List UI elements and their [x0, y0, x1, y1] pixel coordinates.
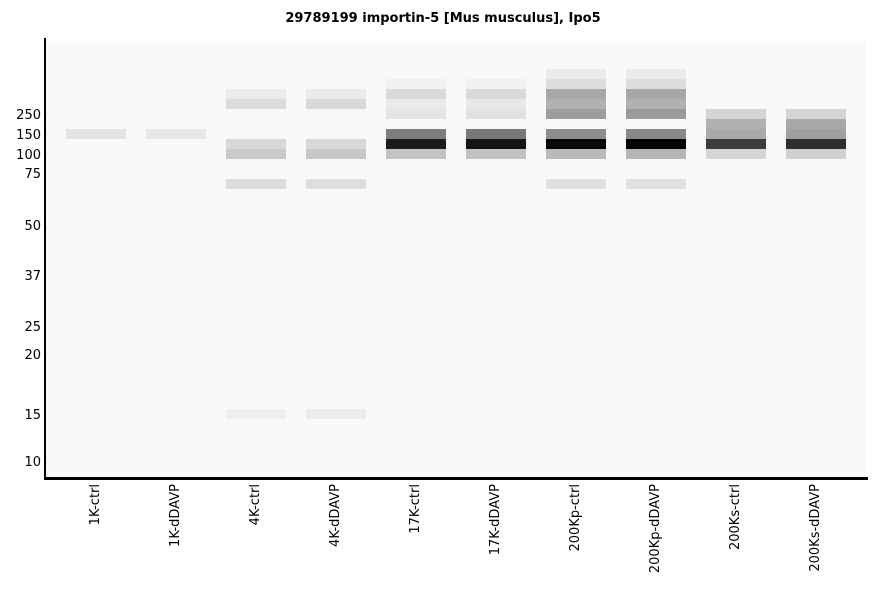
lane-label: 17K-dDAVP	[488, 484, 503, 556]
y-axis-tick-label: 20	[24, 348, 41, 363]
gel-band	[626, 149, 686, 159]
gel-band	[626, 179, 686, 189]
gel-band	[706, 129, 766, 139]
gel-band	[466, 99, 526, 109]
gel-band	[546, 79, 606, 89]
gel-band	[786, 129, 846, 139]
gel-band	[466, 79, 526, 89]
gel-band	[546, 149, 606, 159]
gel-band	[546, 139, 606, 149]
lane-label: 17K-ctrl	[408, 484, 423, 534]
plot-area	[46, 41, 866, 477]
gel-band	[66, 129, 126, 139]
y-axis-tick-label: 100	[16, 148, 41, 163]
y-axis-tick-label: 50	[24, 219, 41, 234]
gel-band	[386, 139, 446, 149]
gel-band	[386, 99, 446, 109]
gel-band	[386, 149, 446, 159]
gel-band	[466, 139, 526, 149]
gel-band	[226, 179, 286, 189]
gel-band	[626, 139, 686, 149]
y-axis-tick-label: 250	[16, 108, 41, 123]
gel-band	[306, 409, 366, 419]
y-axis-tick-label: 150	[16, 128, 41, 143]
gel-band	[626, 109, 686, 119]
gel-band	[226, 409, 286, 419]
gel-band	[466, 129, 526, 139]
gel-band	[546, 99, 606, 109]
gel-band	[226, 89, 286, 99]
lane-label: 200Kp-dDAVP	[648, 484, 663, 574]
gel-band	[786, 109, 846, 119]
gel-band	[466, 149, 526, 159]
gel-band	[546, 129, 606, 139]
lane-label: 1K-ctrl	[88, 484, 103, 526]
lane-label: 1K-dDAVP	[168, 484, 183, 547]
gel-band	[146, 129, 206, 139]
y-axis-tick-label: 25	[24, 320, 41, 335]
gel-band	[306, 179, 366, 189]
gel-band	[706, 109, 766, 119]
y-axis-tick-label: 10	[24, 455, 41, 470]
lane-label: 4K-dDAVP	[328, 484, 343, 547]
lane-label: 4K-ctrl	[248, 484, 263, 526]
gel-band	[546, 69, 606, 79]
gel-band	[386, 79, 446, 89]
gel-band	[386, 129, 446, 139]
gel-band	[226, 99, 286, 109]
gel-band	[386, 109, 446, 119]
gel-band	[386, 89, 446, 99]
gel-band	[786, 119, 846, 129]
gel-band	[626, 79, 686, 89]
gel-band	[706, 119, 766, 129]
y-axis-tick-label: 75	[24, 167, 41, 182]
gel-band	[306, 89, 366, 99]
gel-band	[546, 109, 606, 119]
gel-band	[546, 89, 606, 99]
gel-band	[226, 139, 286, 149]
gel-band	[786, 139, 846, 149]
gel-band	[466, 109, 526, 119]
gel-band	[306, 139, 366, 149]
lane-label: 200Kp-ctrl	[568, 484, 583, 552]
gel-band	[786, 149, 846, 159]
x-axis-line	[44, 477, 868, 480]
gel-band	[626, 129, 686, 139]
y-axis-tick-label: 15	[24, 408, 41, 423]
gel-band	[626, 89, 686, 99]
chart-title: 29789199 importin-5 [Mus musculus], Ipo5	[285, 11, 601, 26]
gel-band	[306, 99, 366, 109]
y-axis-tick-label: 37	[24, 269, 41, 284]
gel-band	[706, 139, 766, 149]
gel-band	[626, 99, 686, 109]
y-axis-line	[44, 38, 46, 480]
gel-band	[466, 89, 526, 99]
gel-band	[226, 149, 286, 159]
gel-band	[626, 69, 686, 79]
gel-band	[306, 149, 366, 159]
gel-band	[546, 179, 606, 189]
gel-band	[706, 149, 766, 159]
lane-label: 200Ks-ctrl	[728, 484, 743, 551]
lane-label: 200Ks-dDAVP	[808, 484, 823, 572]
